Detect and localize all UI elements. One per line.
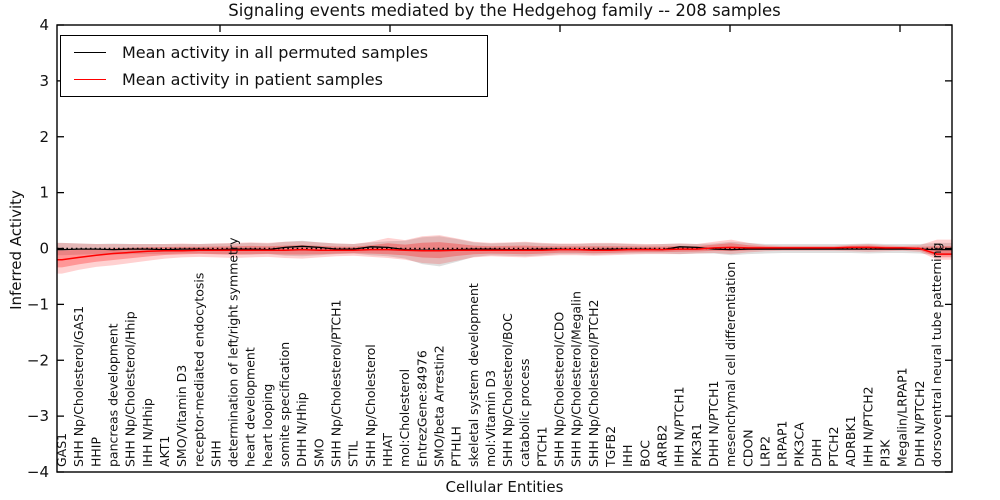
x-category-label: ADRBK1 xyxy=(843,415,858,467)
x-category-label: receptor-mediated endocytosis xyxy=(191,273,206,467)
x-category-label: determination of left/right symmetry xyxy=(226,237,241,467)
x-category-label: mol:Vitamin D3 xyxy=(483,370,498,467)
legend-label-patient: Mean activity in patient samples xyxy=(122,69,383,89)
x-category-label: SMO/Vitamin D3 xyxy=(174,365,189,467)
x-category-label: IHH N/Hhip xyxy=(140,398,155,467)
permuted-band xyxy=(57,236,952,267)
x-category-label: mol:Cholesterol xyxy=(397,369,412,467)
y-tick-label: 2 xyxy=(39,128,49,146)
x-category-label: SHH Np/Cholesterol/GAS1 xyxy=(71,306,86,467)
y-tick-label: 0 xyxy=(39,240,49,258)
x-category-label: heart looping xyxy=(260,384,275,467)
x-category-label: somite specification xyxy=(277,342,292,467)
x-category-label: AKT1 xyxy=(157,436,172,467)
x-category-label: Megalin/LRPAP1 xyxy=(895,367,910,467)
y-tick-label: 4 xyxy=(39,16,49,34)
y-tick-label: −1 xyxy=(27,295,49,313)
x-category-label: HHAT xyxy=(380,433,395,467)
x-category-label: catabolic process xyxy=(517,358,532,467)
x-category-label: PIK3CA xyxy=(792,422,807,467)
x-category-label: GAS1 xyxy=(54,433,69,467)
x-category-label: heart development xyxy=(243,347,258,467)
x-category-label: IHH N/PTCH2 xyxy=(860,386,875,467)
x-category-label: HHIP xyxy=(88,437,103,467)
x-category-label: ARRB2 xyxy=(655,425,670,467)
x-category-label: SHH xyxy=(208,440,223,467)
x-category-label: skeletal system development xyxy=(466,283,481,467)
x-category-label: SHH Np/Cholesterol/Hhip xyxy=(123,311,138,467)
x-category-label: LRPAP1 xyxy=(775,421,790,467)
x-category-label: DHH xyxy=(809,439,824,467)
patient-band-outer xyxy=(57,235,952,274)
x-category-label: SMO/beta Arrestin2 xyxy=(432,345,447,467)
x-category-label: STIL xyxy=(346,441,361,467)
x-category-label: SHH Np/Cholesterol xyxy=(363,344,378,467)
x-category-label: SHH Np/Cholesterol/PTCH2 xyxy=(586,300,601,468)
x-category-label: DHH N/Hhip xyxy=(294,392,309,467)
x-category-label: SHH Np/Cholesterol/BOC xyxy=(500,313,515,467)
x-category-label: PI3K xyxy=(878,439,893,467)
x-category-label: PTCH1 xyxy=(534,426,549,467)
x-category-label: CDON xyxy=(740,429,755,467)
y-tick-label: −2 xyxy=(27,351,49,369)
legend-line-sample-patient xyxy=(74,78,106,80)
x-category-label: dorsoventral neural tube patterning xyxy=(929,243,944,468)
x-axis-label: Cellular Entities xyxy=(445,478,564,496)
x-category-label: DHH N/PTCH2 xyxy=(912,381,927,467)
x-category-label: TGFB2 xyxy=(603,426,618,468)
legend-entry-patient: Mean activity in patient samples xyxy=(61,70,487,89)
x-category-label: IHH xyxy=(620,445,635,468)
x-category-label: pancreas development xyxy=(106,323,121,467)
x-category-label: SHH Np/Cholesterol/Megalin xyxy=(569,291,584,467)
x-category-label: PTHLH xyxy=(449,426,464,467)
y-tick-label: −4 xyxy=(27,463,49,481)
x-category-label: BOC xyxy=(637,440,652,467)
permuted-mean-line xyxy=(57,245,952,251)
legend-entry-permuted: Mean activity in all permuted samples xyxy=(61,43,487,62)
y-tick-label: −3 xyxy=(27,407,49,425)
x-category-label: mesenchymal cell differentiation xyxy=(723,262,738,467)
x-category-label: SHH Np/Cholesterol/PTCH1 xyxy=(329,300,344,468)
legend: Mean activity in all permuted samples Me… xyxy=(60,35,488,97)
x-category-label: SHH Np/Cholesterol/CDO xyxy=(552,312,567,467)
x-category-label: EntrezGene:84976 xyxy=(414,350,429,467)
x-category-label: IHH N/PTCH1 xyxy=(672,386,687,467)
y-tick-label: 1 xyxy=(39,184,49,202)
x-category-label: PIK3R1 xyxy=(689,423,704,467)
x-category-label: DHH N/PTCH1 xyxy=(706,381,721,467)
x-category-label: LRP2 xyxy=(757,436,772,467)
x-category-label: PTCH2 xyxy=(826,426,841,467)
chart-title: Signaling events mediated by the Hedgeho… xyxy=(228,1,781,20)
y-tick-label: 3 xyxy=(39,72,49,90)
patient-mean-line xyxy=(57,246,952,261)
legend-label-permuted: Mean activity in all permuted samples xyxy=(122,43,429,63)
x-category-label: SMO xyxy=(311,438,326,467)
legend-line-sample-permuted xyxy=(74,52,106,54)
